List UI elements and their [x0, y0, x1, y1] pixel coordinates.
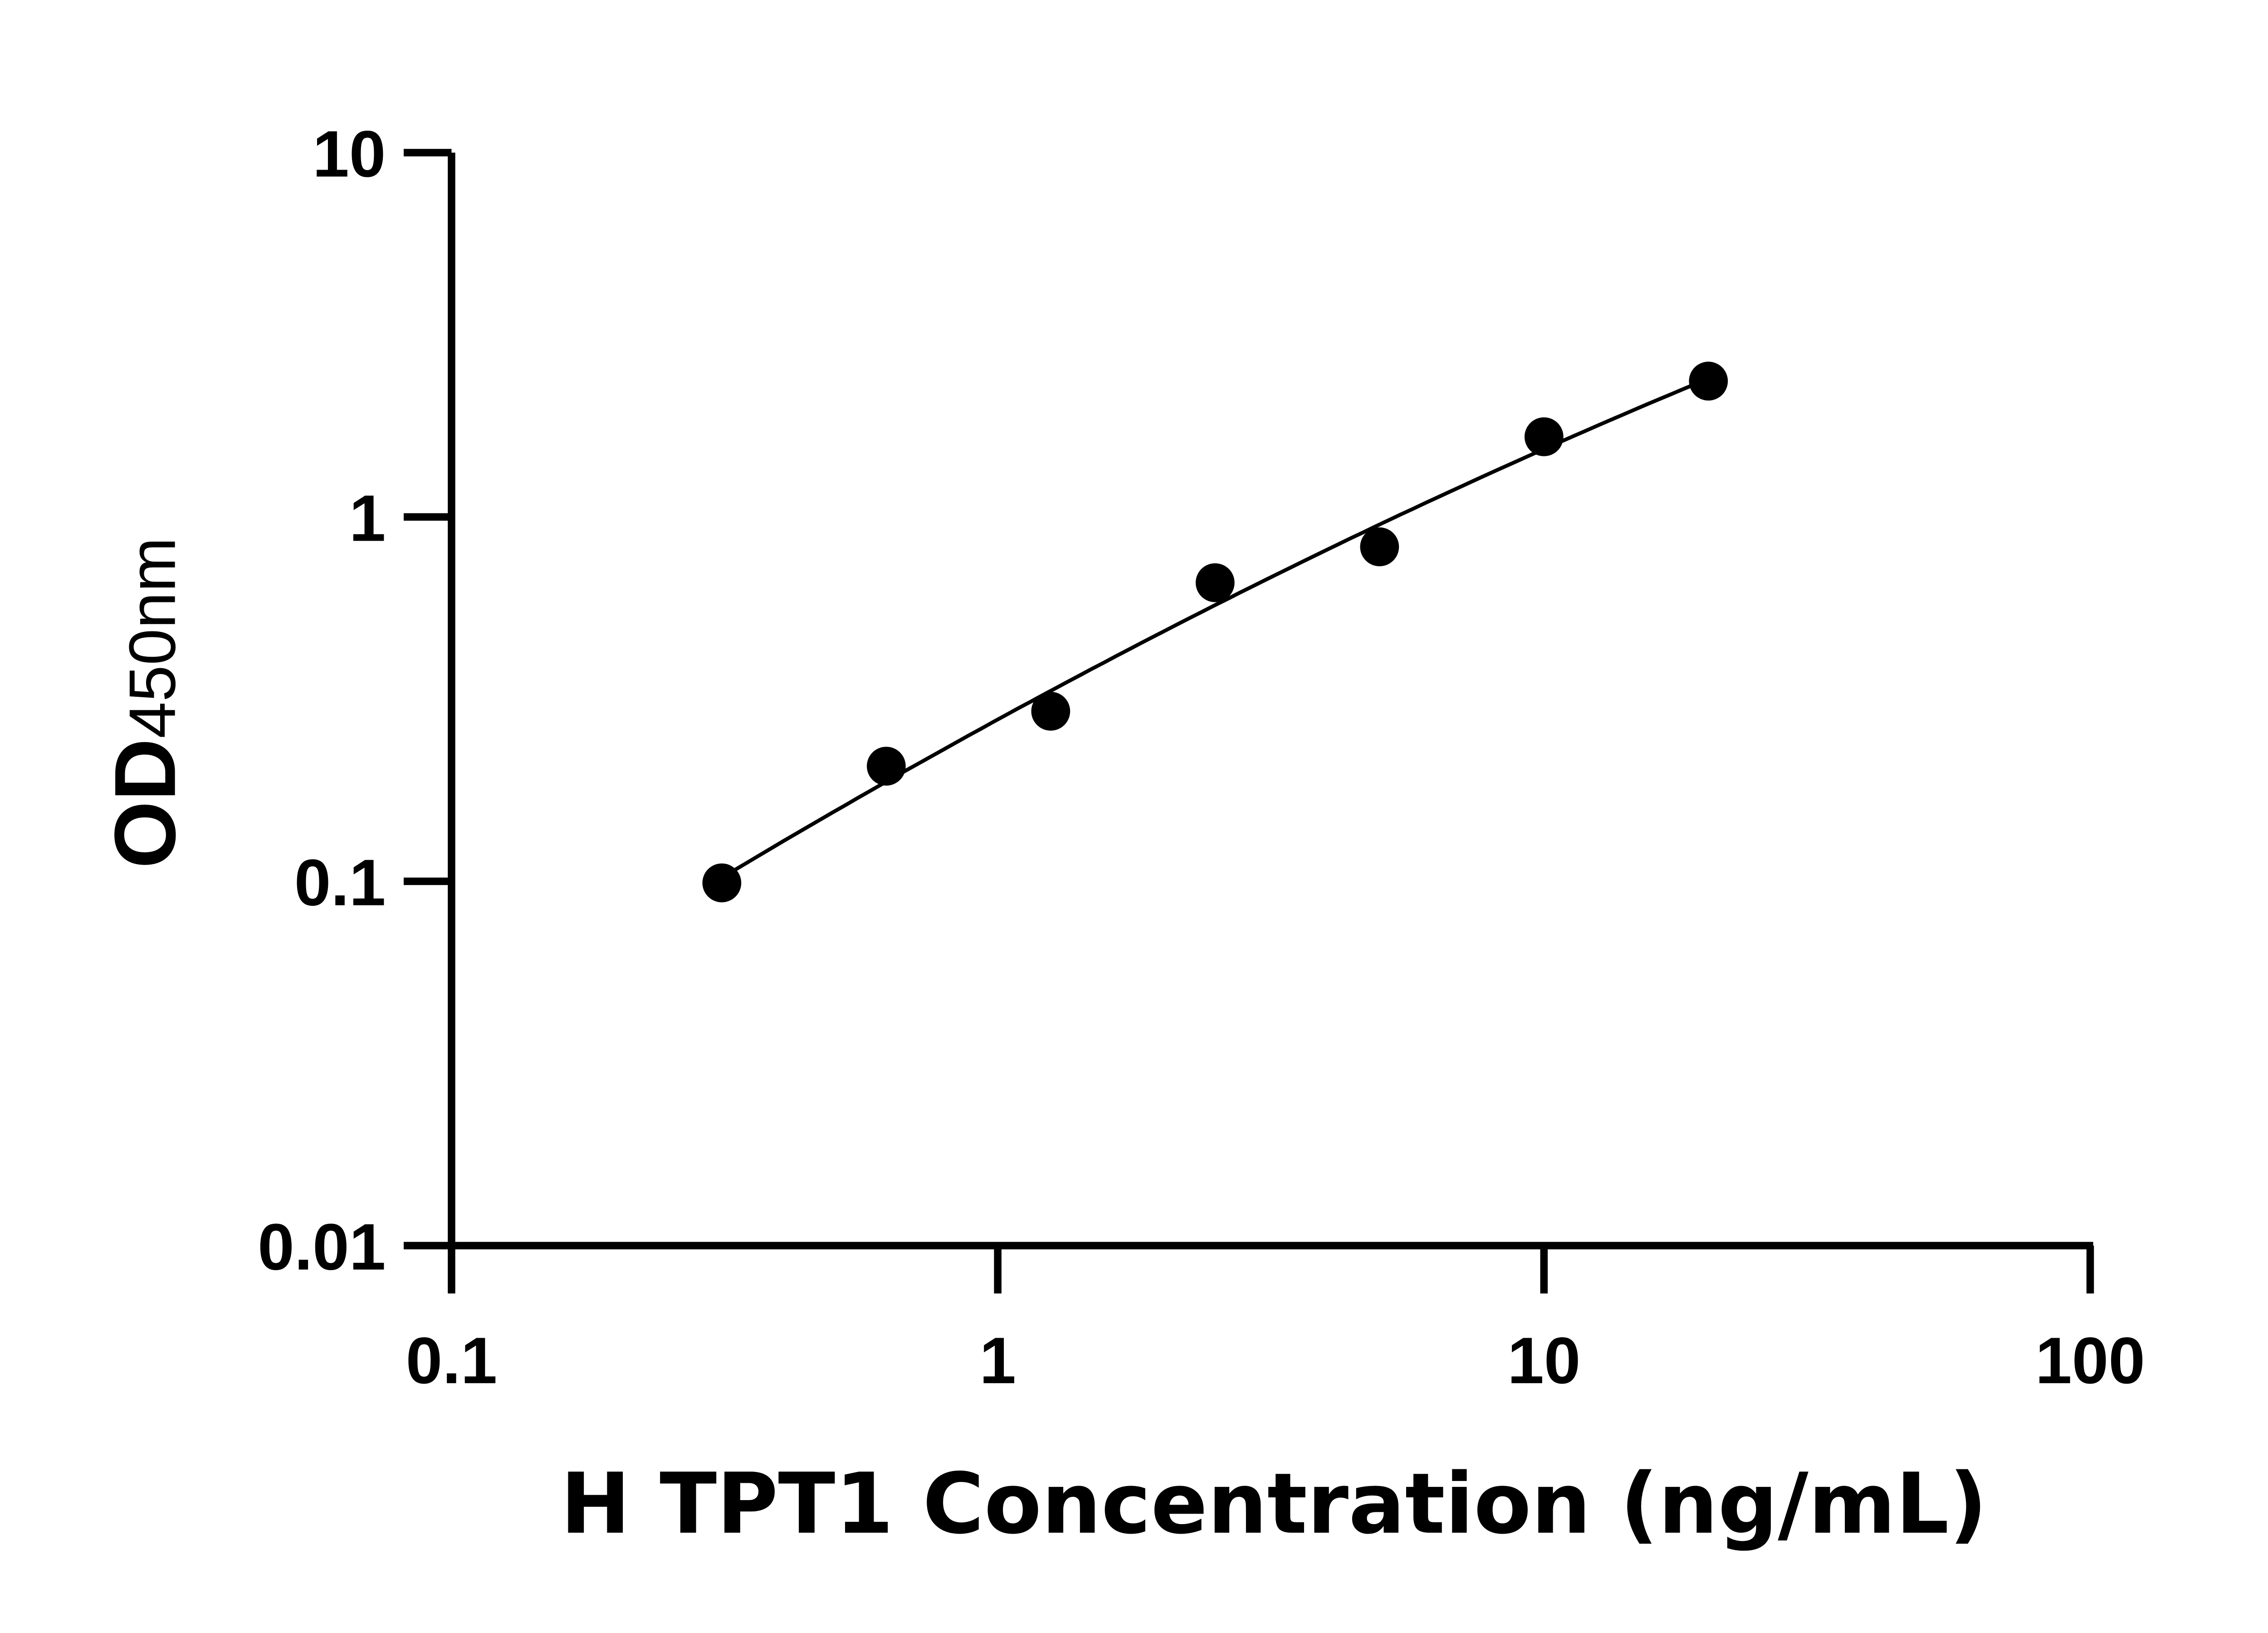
- y-tick-label: 1: [349, 481, 386, 555]
- data-point: [1195, 563, 1235, 602]
- y-tick-label: 10: [313, 117, 386, 191]
- y-axis-label: OD450nm: [97, 537, 194, 868]
- data-points: [702, 362, 1728, 903]
- x-tick-label: 0.1: [406, 1324, 498, 1397]
- data-point: [866, 747, 906, 786]
- y-tick-label: 0.1: [294, 846, 386, 919]
- x-tick-labels: 0.1 1 10 100: [406, 1324, 2145, 1397]
- data-point: [1524, 417, 1564, 456]
- y-tick-label: 0.01: [258, 1210, 386, 1284]
- y-tick-labels: 0.01 0.1 1 10: [258, 117, 386, 1283]
- data-point: [1031, 692, 1070, 731]
- x-tick-label: 100: [2035, 1324, 2145, 1397]
- data-point: [1360, 527, 1399, 567]
- y-axis-label-sub: 450nm: [116, 537, 189, 738]
- x-tick-label: 1: [979, 1324, 1016, 1397]
- data-point: [702, 863, 742, 903]
- axes: [403, 149, 2094, 1294]
- fit-curve: [721, 377, 1709, 880]
- x-tick-label: 10: [1507, 1324, 1580, 1397]
- y-axis-label-main: OD: [97, 738, 194, 869]
- data-point: [1689, 362, 1728, 401]
- x-axis-label: H TPT1 Concentration (ng/mL): [561, 1455, 1988, 1553]
